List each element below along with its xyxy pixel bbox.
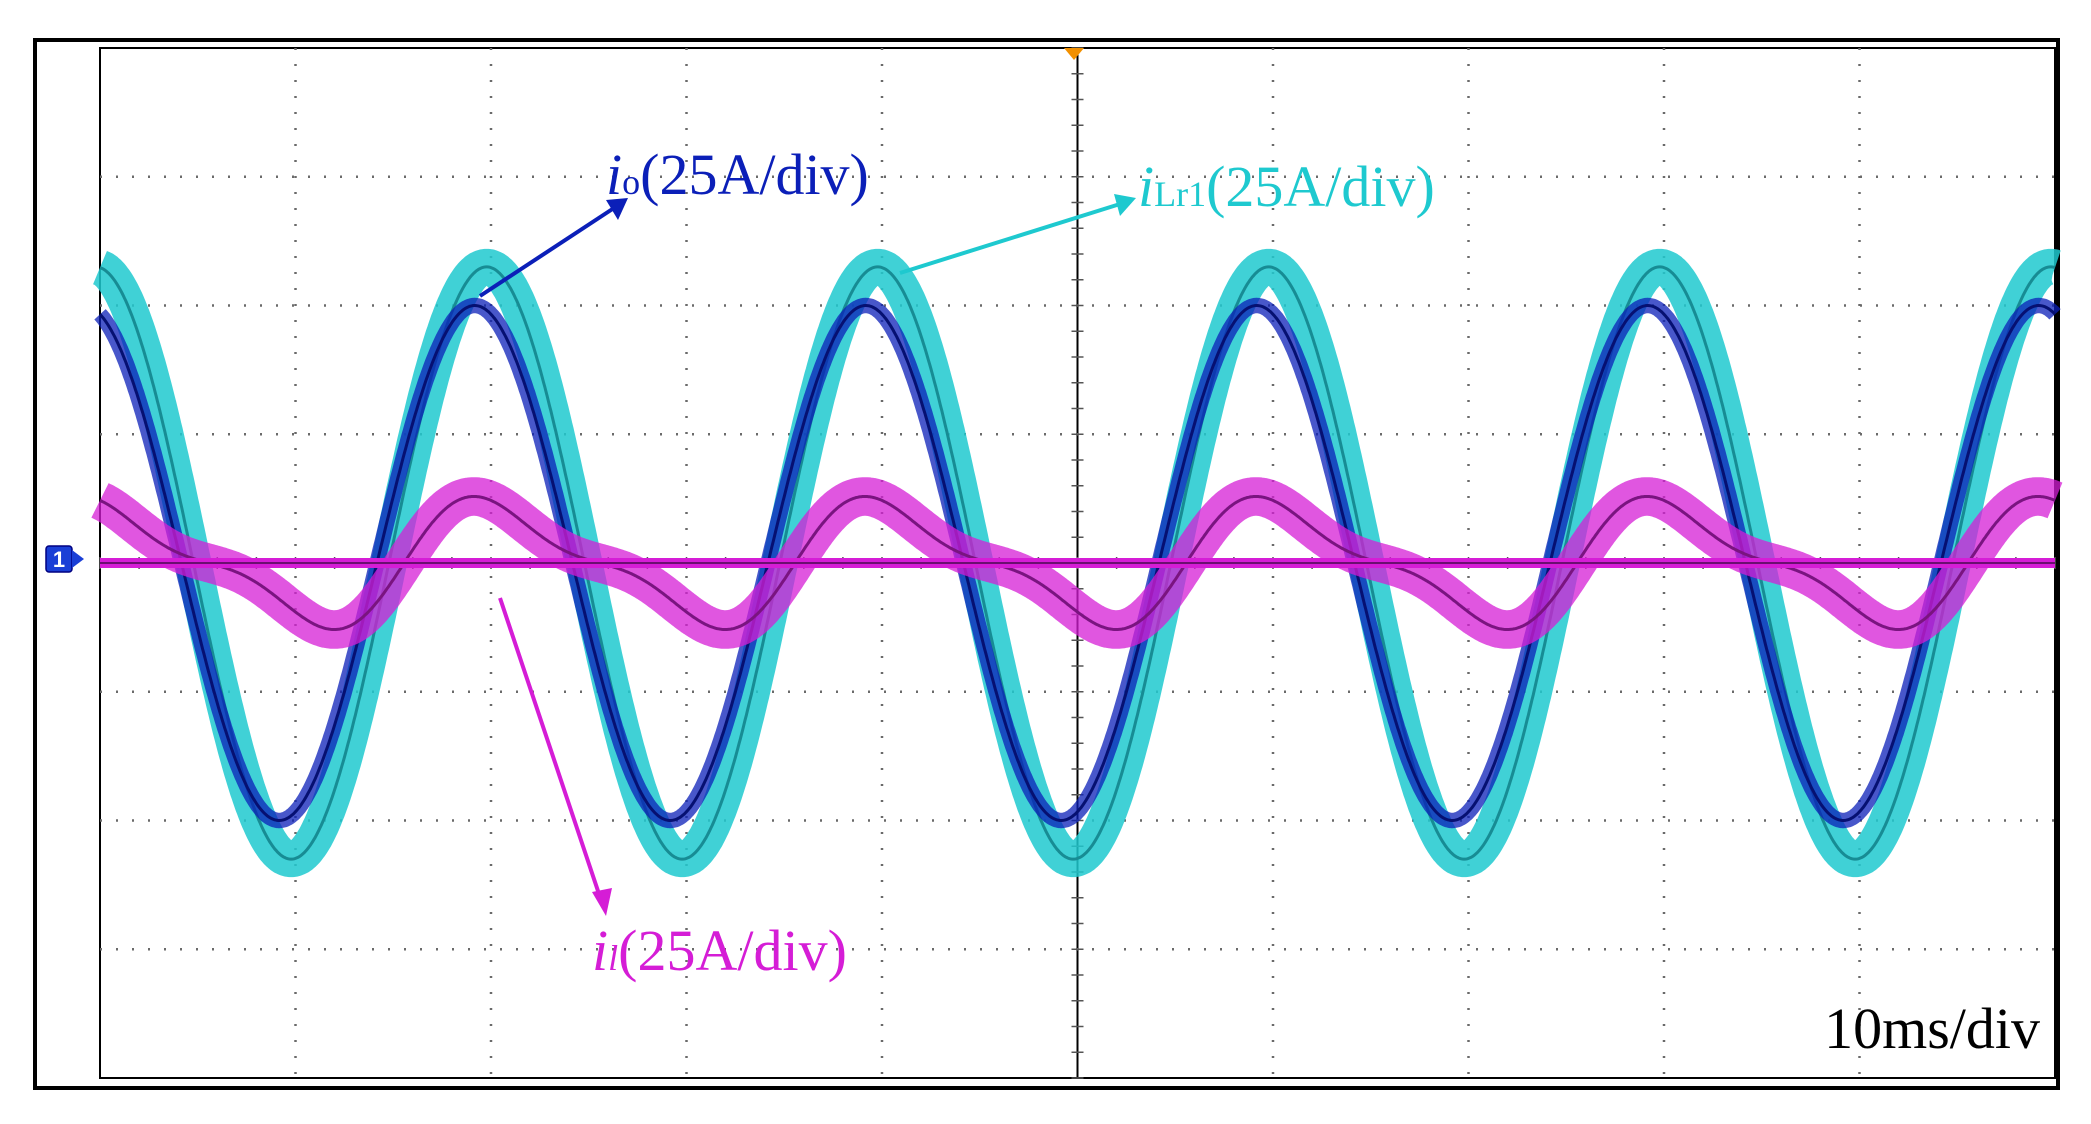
- ilr1-arrow-line: [899, 202, 1121, 275]
- label-ilr1-sub: Lr1: [1154, 174, 1206, 214]
- label-io-italic: i: [606, 142, 622, 207]
- il-arrow-head: [592, 888, 612, 916]
- trace-line-0: [98, 304, 2057, 822]
- trace-line-2: [99, 495, 2056, 631]
- label-io-unit: (25A/div): [640, 142, 869, 207]
- label-il-sub: l: [608, 938, 618, 978]
- time-scale-label: 10ms/div: [1824, 996, 2040, 1061]
- label-il: il(25A/div): [592, 918, 847, 983]
- io-arrow-line: [478, 206, 616, 298]
- io-arrow-head: [606, 198, 628, 220]
- channel-1-marker: 1: [45, 545, 84, 573]
- ilr1-arrow-head: [1114, 194, 1136, 216]
- label-io: io(25A/div): [606, 142, 869, 207]
- label-il-italic: i: [592, 918, 608, 983]
- label-io-sub: o: [622, 162, 640, 202]
- annotation-arrows: [478, 194, 1136, 916]
- label-ilr1: iLr1(25A/div): [1138, 154, 1435, 219]
- label-ilr1-unit: (25A/div): [1206, 154, 1435, 219]
- trigger-marker: [1064, 48, 1084, 60]
- il-arrow-line: [498, 597, 603, 901]
- label-ilr1-italic: i: [1138, 154, 1154, 219]
- label-il-unit: (25A/div): [618, 918, 847, 983]
- channel-1-label: 1: [53, 547, 65, 572]
- traces: [81, 248, 2074, 878]
